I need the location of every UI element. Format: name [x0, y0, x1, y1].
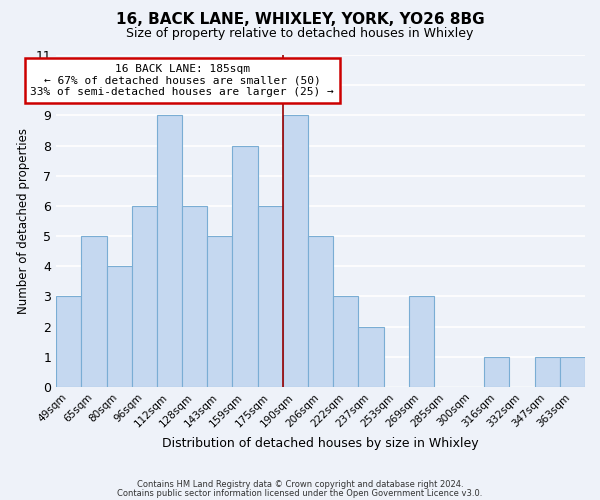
- Bar: [283, 116, 308, 387]
- Bar: [232, 146, 257, 387]
- Bar: [82, 236, 107, 387]
- Y-axis label: Number of detached properties: Number of detached properties: [17, 128, 30, 314]
- Text: 16, BACK LANE, WHIXLEY, YORK, YO26 8BG: 16, BACK LANE, WHIXLEY, YORK, YO26 8BG: [116, 12, 484, 28]
- Bar: [409, 296, 434, 387]
- Bar: [333, 296, 358, 387]
- Bar: [207, 236, 232, 387]
- Bar: [484, 357, 509, 387]
- Bar: [157, 116, 182, 387]
- Bar: [56, 296, 82, 387]
- Text: Size of property relative to detached houses in Whixley: Size of property relative to detached ho…: [127, 28, 473, 40]
- X-axis label: Distribution of detached houses by size in Whixley: Distribution of detached houses by size …: [162, 437, 479, 450]
- Text: 16 BACK LANE: 185sqm
← 67% of detached houses are smaller (50)
33% of semi-detac: 16 BACK LANE: 185sqm ← 67% of detached h…: [30, 64, 334, 98]
- Bar: [257, 206, 283, 387]
- Bar: [182, 206, 207, 387]
- Bar: [358, 326, 383, 387]
- Bar: [535, 357, 560, 387]
- Bar: [308, 236, 333, 387]
- Text: Contains HM Land Registry data © Crown copyright and database right 2024.: Contains HM Land Registry data © Crown c…: [137, 480, 463, 489]
- Bar: [132, 206, 157, 387]
- Bar: [560, 357, 585, 387]
- Text: Contains public sector information licensed under the Open Government Licence v3: Contains public sector information licen…: [118, 488, 482, 498]
- Bar: [107, 266, 132, 387]
